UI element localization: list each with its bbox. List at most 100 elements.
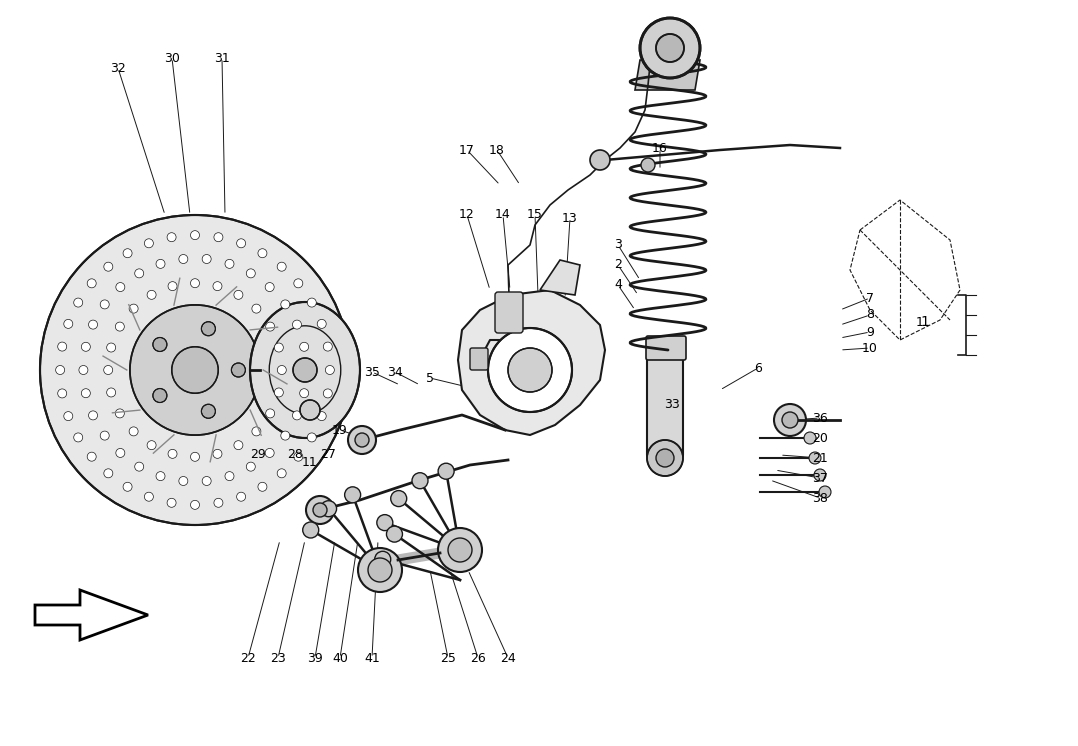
Text: 37: 37	[812, 471, 828, 484]
Circle shape	[225, 260, 234, 269]
Text: 20: 20	[812, 431, 828, 445]
Circle shape	[232, 363, 246, 377]
Circle shape	[58, 389, 67, 398]
Circle shape	[302, 366, 312, 374]
Text: 4: 4	[614, 278, 622, 292]
Circle shape	[387, 526, 402, 542]
Circle shape	[375, 551, 390, 567]
Text: 13: 13	[562, 212, 578, 225]
Circle shape	[345, 487, 361, 503]
Circle shape	[294, 279, 303, 288]
Circle shape	[156, 260, 165, 269]
Circle shape	[234, 441, 243, 450]
Text: 1: 1	[920, 315, 929, 329]
Text: 5: 5	[426, 372, 434, 384]
Circle shape	[56, 366, 65, 374]
Circle shape	[804, 432, 816, 444]
Circle shape	[317, 412, 327, 421]
Circle shape	[123, 482, 133, 492]
Circle shape	[153, 389, 167, 403]
Circle shape	[40, 215, 350, 525]
Circle shape	[819, 486, 831, 498]
Circle shape	[358, 548, 402, 592]
Circle shape	[277, 262, 286, 272]
Circle shape	[590, 150, 610, 170]
Circle shape	[115, 448, 125, 457]
Text: 9: 9	[866, 325, 874, 339]
Circle shape	[782, 412, 798, 428]
Text: 11: 11	[302, 456, 318, 468]
Circle shape	[107, 388, 115, 397]
Circle shape	[202, 322, 216, 336]
Text: 23: 23	[271, 651, 286, 665]
Circle shape	[144, 239, 153, 248]
Circle shape	[213, 449, 222, 458]
Text: 27: 27	[320, 448, 336, 462]
Circle shape	[156, 471, 165, 480]
Circle shape	[79, 366, 88, 374]
Circle shape	[115, 322, 124, 331]
Circle shape	[265, 448, 274, 457]
Text: 21: 21	[812, 451, 828, 465]
Circle shape	[323, 342, 332, 351]
Circle shape	[307, 298, 316, 307]
Circle shape	[647, 440, 683, 476]
Text: 8: 8	[866, 309, 874, 322]
Circle shape	[130, 305, 260, 435]
Circle shape	[265, 283, 274, 292]
Circle shape	[774, 404, 806, 436]
Circle shape	[808, 452, 821, 464]
Text: 39: 39	[307, 651, 323, 665]
Circle shape	[237, 492, 246, 501]
Circle shape	[58, 342, 67, 351]
Ellipse shape	[250, 302, 360, 438]
Circle shape	[129, 427, 138, 436]
Circle shape	[280, 300, 290, 309]
Circle shape	[167, 233, 176, 242]
Text: 29: 29	[250, 448, 266, 462]
Text: 28: 28	[287, 448, 303, 462]
Circle shape	[300, 400, 320, 420]
Text: 18: 18	[489, 143, 505, 157]
Circle shape	[191, 279, 199, 288]
Text: 33: 33	[664, 398, 680, 412]
Circle shape	[657, 449, 674, 467]
Circle shape	[641, 158, 655, 172]
Circle shape	[274, 343, 284, 352]
Circle shape	[103, 468, 113, 477]
Circle shape	[258, 482, 267, 492]
Circle shape	[144, 492, 153, 501]
Circle shape	[147, 441, 156, 450]
Text: 31: 31	[215, 51, 230, 64]
Circle shape	[171, 347, 218, 393]
Circle shape	[168, 282, 177, 291]
Circle shape	[179, 254, 188, 263]
Circle shape	[153, 337, 167, 351]
Text: 12: 12	[459, 208, 475, 222]
Circle shape	[252, 427, 261, 436]
Circle shape	[100, 431, 109, 440]
Polygon shape	[34, 590, 148, 640]
Circle shape	[135, 463, 143, 471]
Circle shape	[438, 463, 454, 479]
Circle shape	[307, 433, 316, 442]
Text: 41: 41	[364, 651, 379, 665]
Circle shape	[129, 304, 138, 313]
Circle shape	[368, 558, 392, 582]
Circle shape	[88, 411, 97, 420]
Circle shape	[265, 409, 275, 418]
Circle shape	[103, 366, 113, 374]
Circle shape	[147, 290, 156, 299]
Circle shape	[167, 498, 176, 507]
Text: 24: 24	[500, 651, 516, 665]
Circle shape	[412, 473, 428, 489]
Circle shape	[317, 319, 327, 328]
Text: 19: 19	[332, 424, 348, 436]
Text: 40: 40	[332, 651, 348, 665]
Circle shape	[115, 409, 124, 418]
Circle shape	[88, 320, 97, 329]
Circle shape	[265, 322, 275, 331]
Circle shape	[640, 18, 700, 78]
Circle shape	[237, 239, 246, 248]
Text: 25: 25	[440, 651, 456, 665]
